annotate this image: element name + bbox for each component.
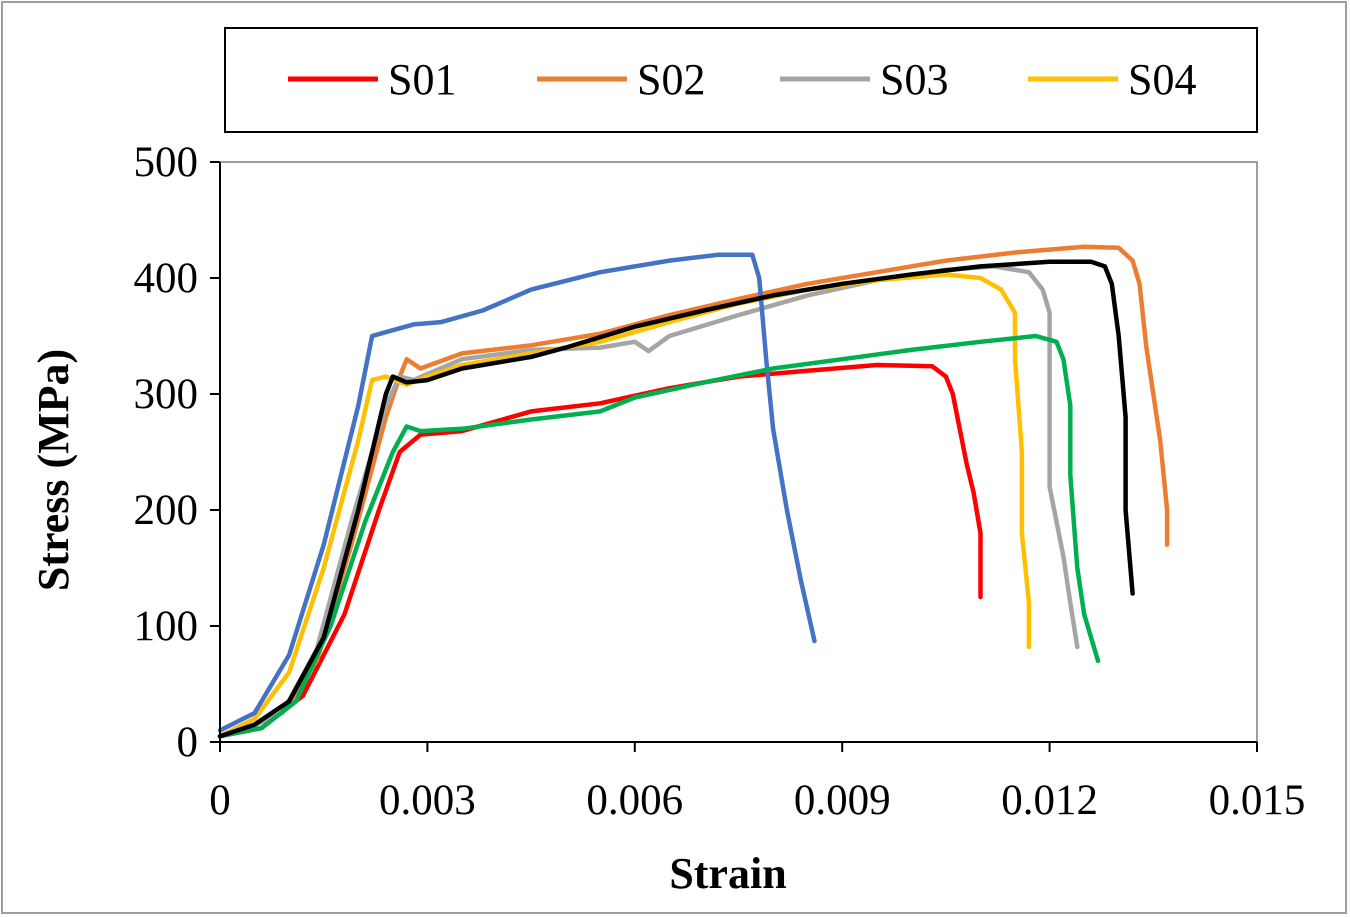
y-tick-label: 200 — [134, 487, 199, 534]
y-tick-label: 400 — [134, 255, 199, 302]
x-tick-label: 0.003 — [379, 777, 476, 824]
y-ticks: 0 100 200 300 400 500 — [134, 139, 220, 766]
series-line-unlabeled-6 — [217, 259, 1135, 739]
x-tick-label: 0.009 — [794, 777, 891, 824]
y-axis-title: Stress (MPa) — [29, 349, 78, 591]
y-tick-label: 0 — [177, 719, 199, 766]
y-tick-label: 300 — [134, 371, 199, 418]
x-ticks: 0 0.003 0.006 0.009 0.012 0.015 — [209, 742, 1305, 824]
series-line-unlabeled-5 — [217, 333, 1101, 739]
series-line-unlabeled-4 — [217, 252, 817, 733]
x-tick-label: 0.006 — [586, 777, 683, 824]
series-layer — [217, 244, 1170, 739]
legend-label-s03: S03 — [880, 55, 948, 104]
x-tick-label: 0 — [209, 777, 231, 824]
legend-label-s02: S02 — [637, 55, 705, 104]
x-tick-label: 0.015 — [1209, 777, 1306, 824]
legend: S01 S02 S03 S04 — [288, 55, 1196, 104]
x-tick-label: 0.012 — [1001, 777, 1098, 824]
legend-label-s04: S04 — [1128, 55, 1196, 104]
series-line-s04 — [217, 272, 1032, 739]
y-tick-label: 500 — [134, 139, 199, 186]
series-line-s02 — [217, 244, 1170, 739]
legend-label-s01: S01 — [388, 55, 456, 104]
y-tick-label: 100 — [134, 603, 199, 650]
x-axis-title: Strain — [669, 849, 786, 898]
